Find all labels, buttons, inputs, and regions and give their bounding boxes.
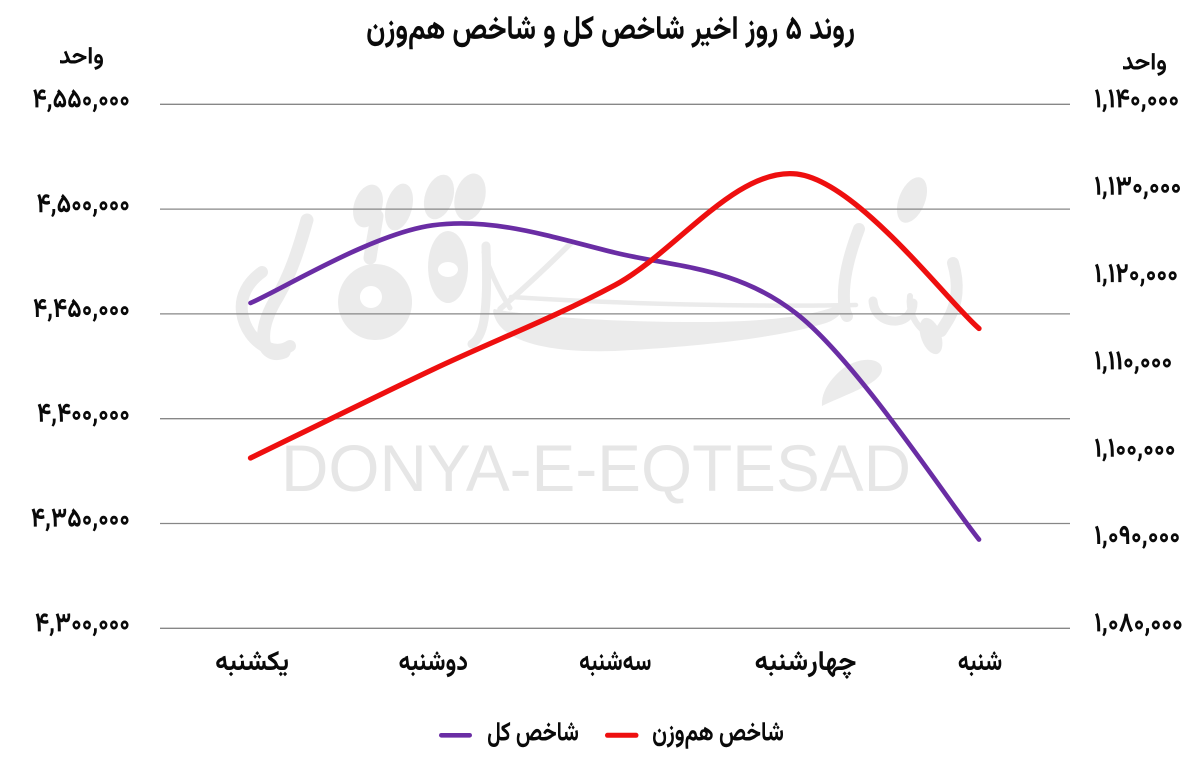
svg-text:DONYA-E-EQTESAD: DONYA-E-EQTESAD: [281, 431, 911, 505]
